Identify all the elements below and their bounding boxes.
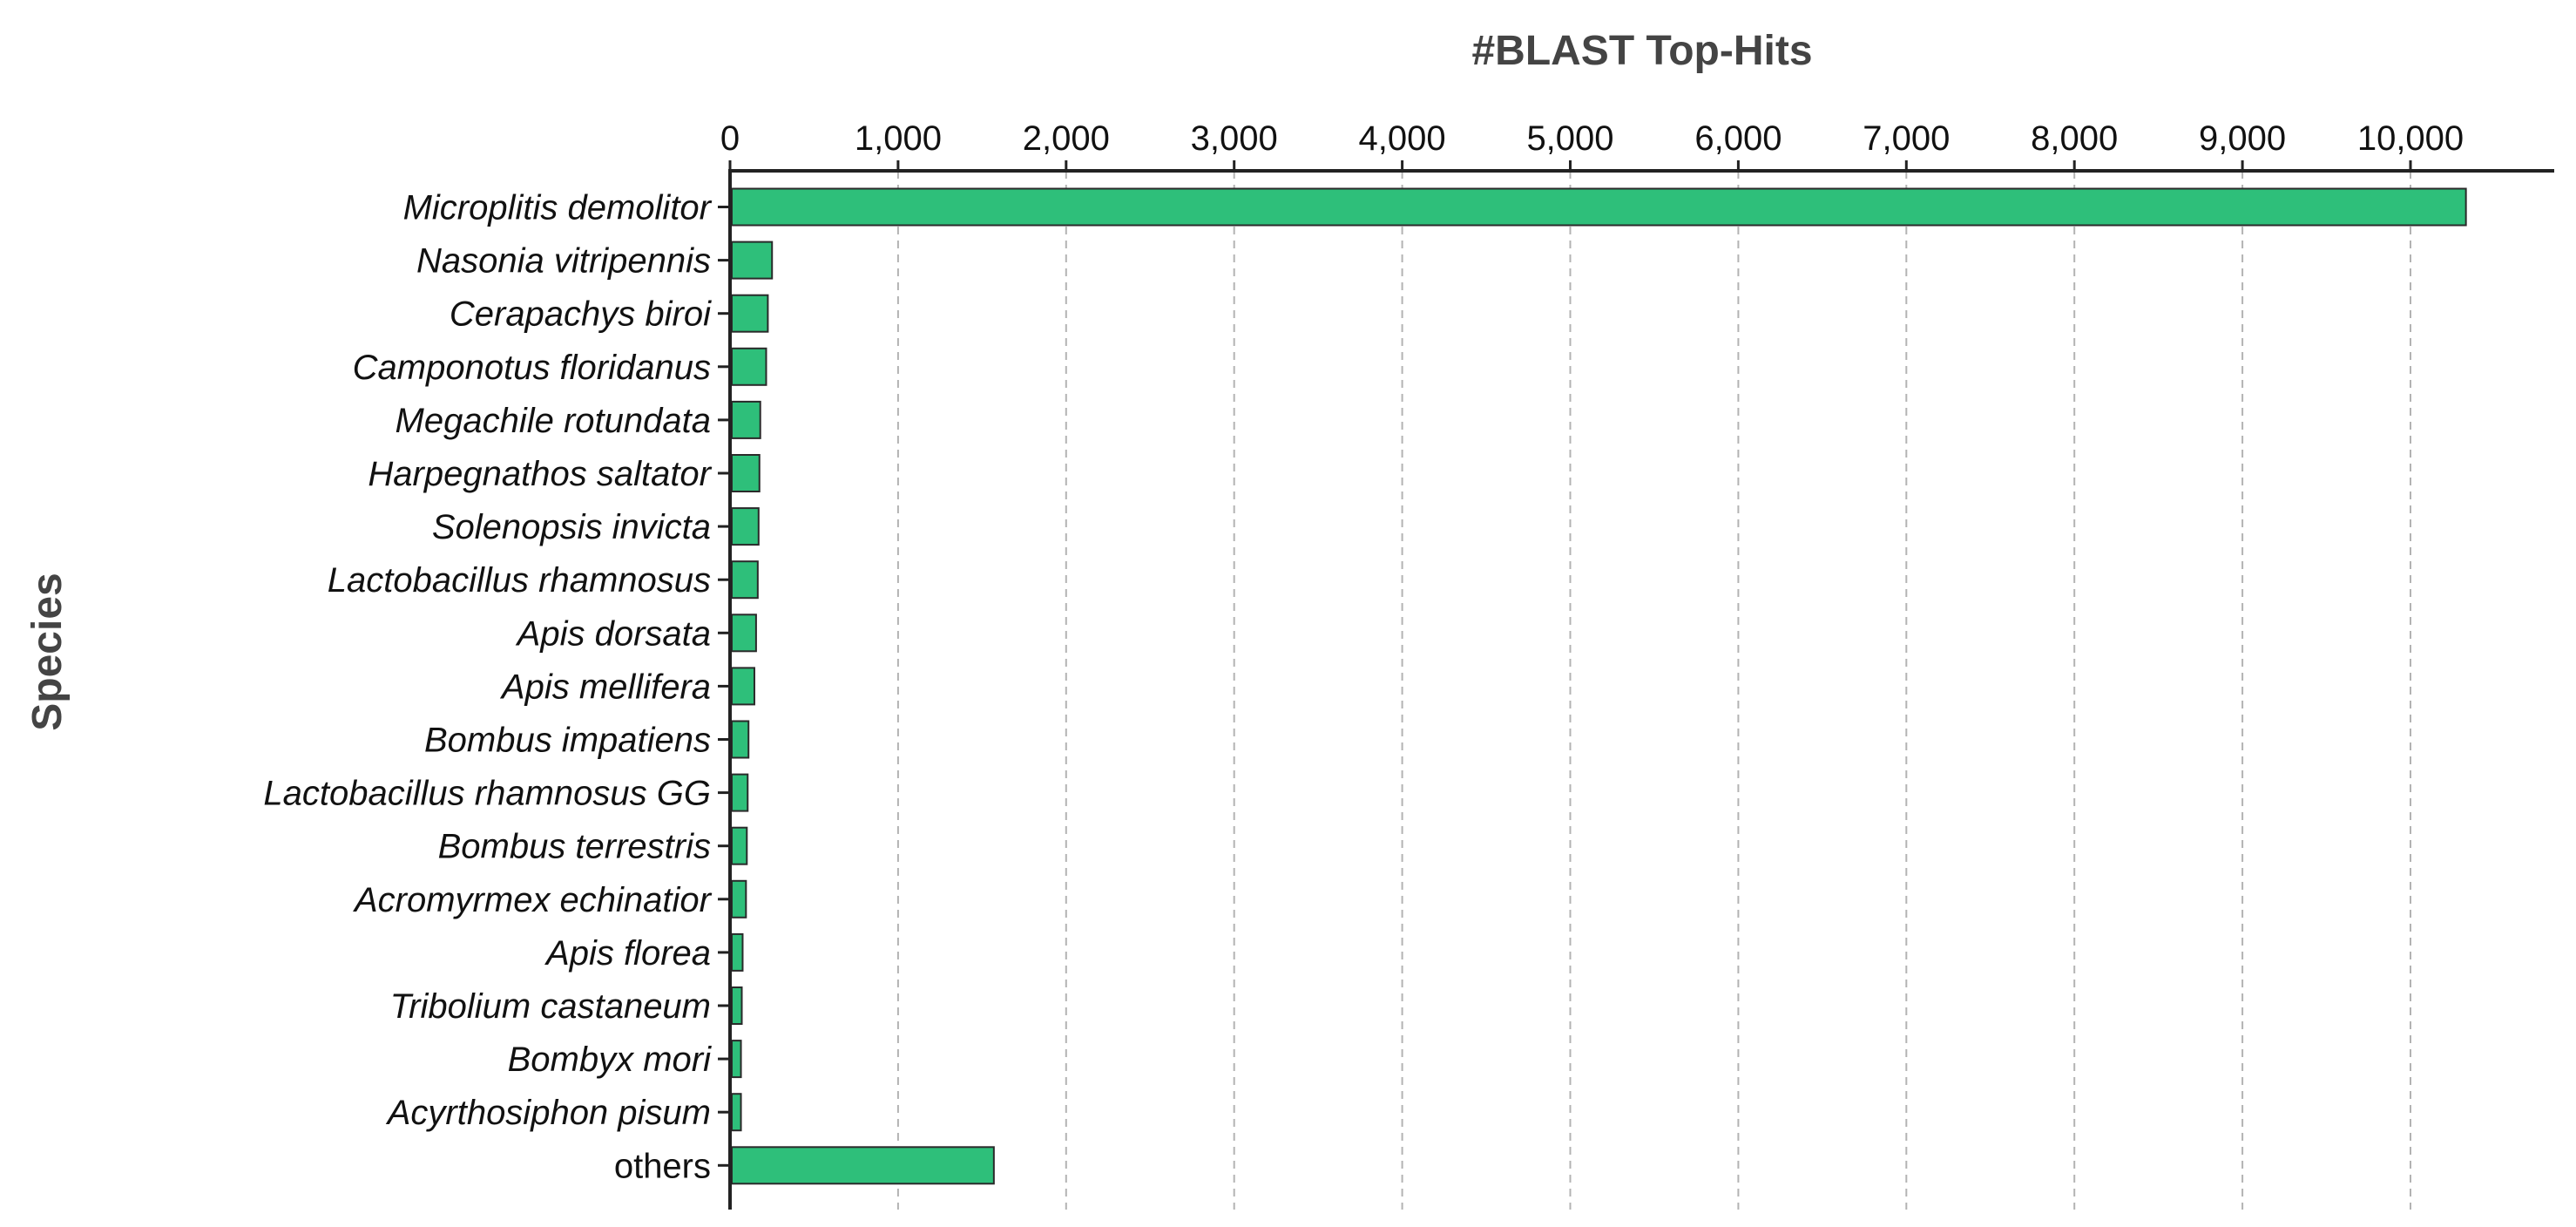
y-axis-title: Species: [24, 573, 71, 730]
bar: [731, 667, 755, 706]
x-tick-label: 7,000: [1863, 119, 1950, 158]
y-category-label: Apis dorsata: [516, 614, 711, 653]
bar: [731, 347, 767, 386]
x-tick-label: 9,000: [2199, 119, 2286, 158]
bar: [731, 1146, 995, 1185]
x-tick-label: 10,000: [2357, 119, 2464, 158]
bar: [731, 826, 748, 865]
bar: [731, 241, 774, 280]
y-category-label: Acyrthosiphon pisum: [386, 1094, 711, 1132]
bar: [731, 986, 743, 1025]
bars: [731, 187, 2467, 1185]
y-category-label: Harpegnathos saltator: [368, 455, 712, 493]
y-category-label: Bombus impatiens: [424, 722, 711, 760]
y-category-label: Lactobacillus rhamnosus: [328, 561, 711, 600]
y-category-label: Cerapachys biroi: [450, 295, 712, 334]
bar: [731, 879, 747, 919]
y-category-label: Camponotus floridanus: [353, 349, 711, 387]
x-axis-ticks: 0 1,000 2,000 3,000 4,000 5,000 6,000 7,000 8,00…: [720, 119, 2464, 171]
y-category-label: Bombus terrestris: [438, 828, 711, 866]
y-category-label: Solenopsis invicta: [432, 508, 711, 546]
bar: [731, 720, 750, 759]
x-tick-label: 6,000: [1694, 119, 1782, 158]
x-tick-label: 8,000: [2031, 119, 2118, 158]
y-category-label: Acromyrmex echinatior: [353, 881, 713, 919]
y-category-label: Apis mellifera: [500, 668, 711, 706]
y-axis-categories: Microplitis demolitor Nasonia vitripennis…: [263, 189, 730, 1185]
bar: [731, 454, 761, 492]
bar: [731, 187, 2467, 227]
x-tick-label: 2,000: [1023, 119, 1110, 158]
bar: [731, 400, 761, 439]
y-category-label: Microplitis demolitor: [403, 189, 713, 227]
x-tick-label: 0: [720, 119, 740, 158]
y-category-label: Megachile rotundata: [396, 402, 711, 440]
x-tick-label: 4,000: [1359, 119, 1446, 158]
bar: [731, 560, 759, 600]
y-category-label: Lactobacillus rhamnosus GG: [263, 775, 711, 813]
bar: [731, 507, 760, 546]
x-axis-title: #BLAST Top-Hits: [1471, 28, 1812, 74]
bar: [731, 932, 744, 972]
y-category-label: Apis florea: [544, 934, 711, 973]
bar: [731, 614, 757, 653]
y-category-label: Nasonia vitripennis: [416, 242, 711, 281]
y-category-label: Bombyx mori: [508, 1041, 712, 1079]
bar: [731, 294, 769, 333]
x-tick-label: 3,000: [1191, 119, 1278, 158]
x-tick-label: 5,000: [1526, 119, 1613, 158]
bar: [731, 773, 749, 812]
bar: [731, 1093, 742, 1132]
gridlines: [896, 171, 2411, 1210]
bar: [731, 1040, 742, 1079]
y-category-label: others: [614, 1147, 711, 1185]
y-category-label: Tribolium castaneum: [390, 987, 711, 1026]
x-tick-label: 1,000: [855, 119, 942, 158]
